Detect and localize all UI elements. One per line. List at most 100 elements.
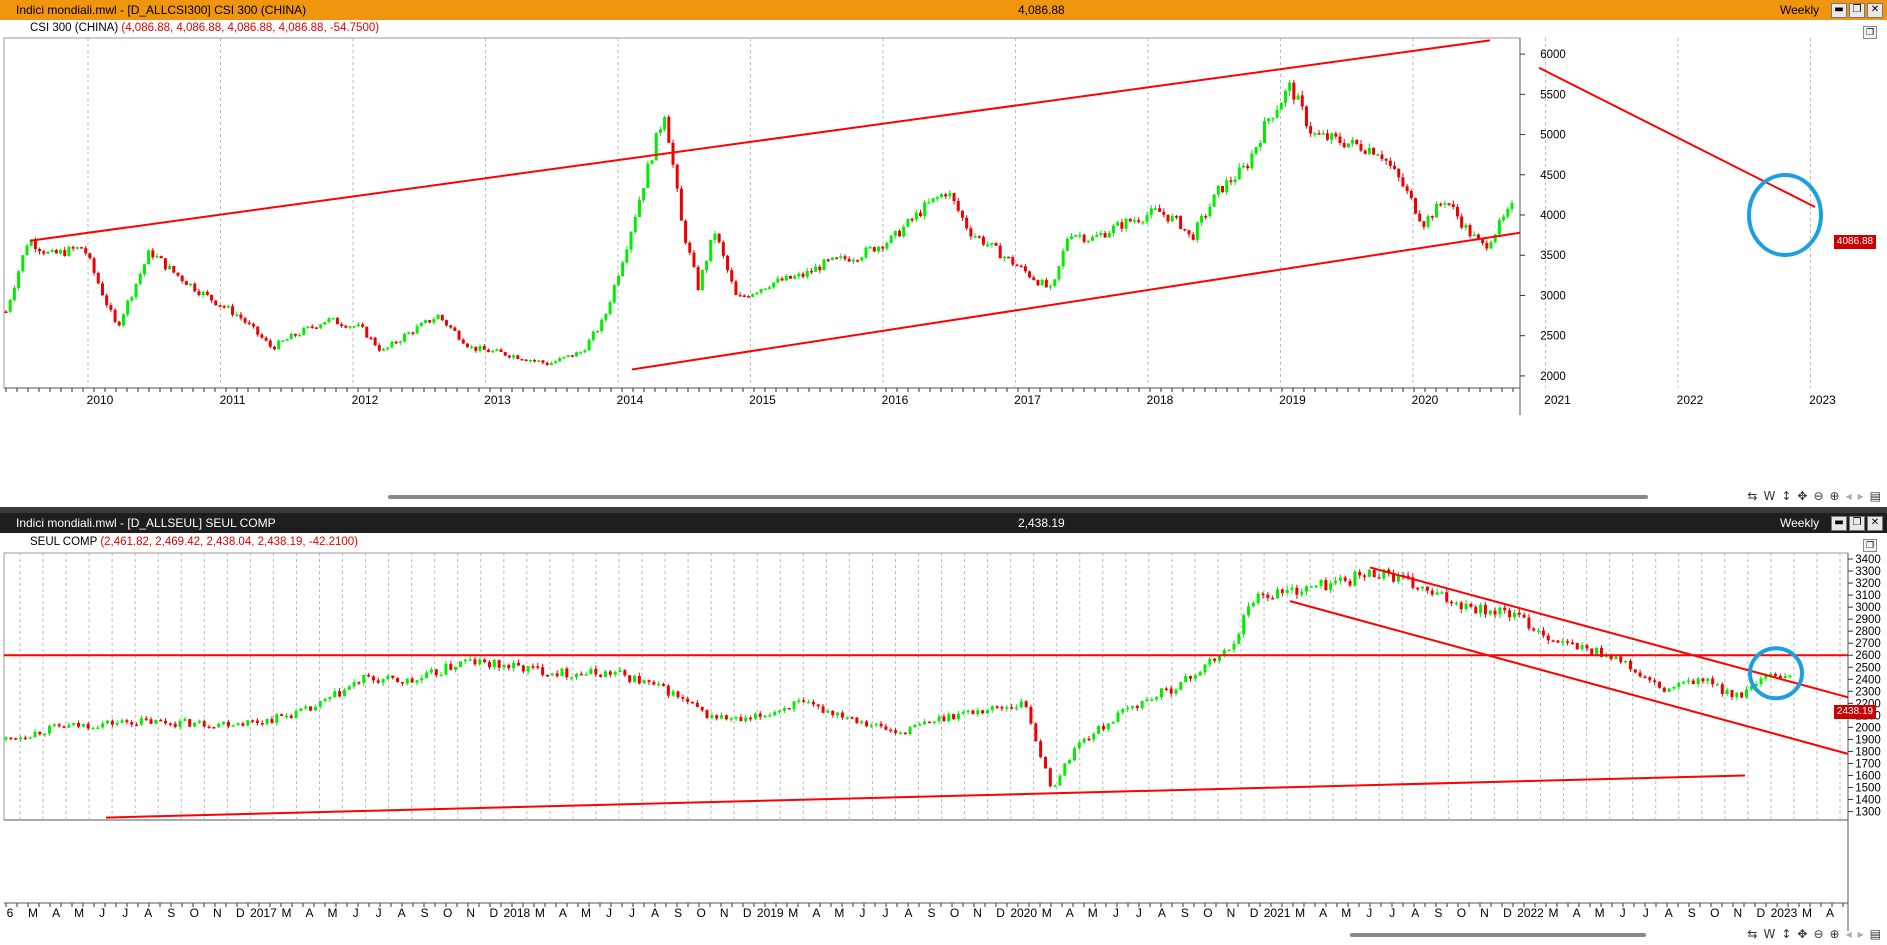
close-icon[interactable]: ✕: [1867, 3, 1883, 18]
seul-candle: [139, 718, 143, 725]
csi300-scrollbar[interactable]: [388, 495, 1648, 499]
seul-candle: [154, 719, 158, 724]
csi300-candle: [168, 265, 172, 270]
csi300-candle: [214, 300, 218, 306]
csi300-candle: [323, 322, 327, 325]
csi300-candle: [671, 142, 675, 165]
csi300-candle: [646, 163, 650, 189]
pane-restore-icon[interactable]: ❐: [1863, 539, 1877, 552]
restore-icon[interactable]: ❐: [1849, 516, 1865, 531]
csi300-candle: [109, 305, 113, 310]
seul-candle: [1116, 712, 1120, 723]
csi300-candle: [1250, 153, 1254, 169]
x-tick-label: 2021: [1544, 393, 1571, 407]
seul-candle: [860, 721, 864, 724]
seul-candle: [405, 678, 409, 684]
zoom-in-icon[interactable]: ⊕: [1829, 489, 1840, 503]
close-icon[interactable]: ✕: [1867, 516, 1883, 531]
seul-candle: [1769, 673, 1773, 677]
csi300-candle: [1455, 206, 1459, 217]
seul-candle: [1454, 602, 1458, 605]
seul-candle: [1575, 643, 1579, 650]
csi300-candle: [327, 318, 331, 323]
seul-candle: [1247, 606, 1251, 616]
seul-candle: [1184, 676, 1188, 682]
seul-candle: [942, 716, 946, 722]
csi300-candle: [344, 325, 348, 328]
seul-candle: [313, 706, 317, 711]
seul-candle: [62, 726, 66, 728]
move-icon[interactable]: ✥: [1797, 927, 1808, 941]
csi300-candle: [147, 250, 151, 265]
seul-candle: [1522, 614, 1526, 618]
csi300-candle: [516, 355, 520, 359]
csi300-candle: [461, 339, 465, 344]
x-tick-label: A: [52, 906, 60, 920]
seul-candle: [1464, 603, 1468, 609]
csi300-candle: [956, 201, 960, 211]
scroll-left-icon[interactable]: ◂: [1845, 489, 1852, 503]
x-tick-label: M: [1802, 906, 1812, 920]
vertical-scale-icon[interactable]: ↕: [1781, 927, 1792, 941]
x-tick-label: A: [1573, 906, 1581, 920]
x-tick-label: D: [996, 906, 1005, 920]
sync-icon[interactable]: ⇆: [1747, 489, 1758, 503]
csi300-candle: [1489, 242, 1493, 249]
minimize-icon[interactable]: ▬: [1831, 516, 1847, 531]
pane-restore-icon[interactable]: ❐: [1863, 26, 1877, 39]
seul-candle: [1725, 689, 1729, 694]
csi300-candle: [1405, 186, 1409, 192]
csi300-candle: [1447, 203, 1451, 205]
x-tick-label: M: [328, 906, 338, 920]
seul-candle: [845, 717, 849, 719]
csi300-candle: [1028, 271, 1032, 278]
window1-titlebar: Indici mondiali.mwl - [D_ALLCSI300] CSI …: [0, 0, 1887, 20]
csi300-candle: [1422, 221, 1426, 227]
seul-chart[interactable]: 6 M A M J J A S O N D 2017 M A M J J A S O N D 2018 M A M J J A S O N D 2…: [0, 533, 1887, 945]
seul-candle: [1087, 738, 1091, 741]
seul-candle: [570, 676, 574, 679]
seul-candle: [1237, 634, 1241, 644]
csi300-chart[interactable]: 2010 2011 2012 2013 2014 2015 2016 2017 2018 2019…: [0, 20, 1887, 507]
panel-icon[interactable]: ▤: [1869, 927, 1881, 941]
csi300-candle: [1334, 133, 1338, 137]
seul-candle: [555, 673, 559, 677]
zoom-out-icon[interactable]: ⊖: [1813, 489, 1824, 503]
csi300-candle: [486, 349, 490, 353]
seul-candle: [207, 726, 211, 729]
seul-candle: [512, 662, 516, 669]
csi300-candle: [239, 314, 243, 319]
csi300-candle: [654, 132, 658, 161]
weekly-button[interactable]: W: [1763, 489, 1776, 503]
scroll-left-icon[interactable]: ◂: [1845, 927, 1852, 941]
scroll-right-icon[interactable]: ▸: [1857, 489, 1864, 503]
zoom-in-icon[interactable]: ⊕: [1829, 927, 1840, 941]
csi300-candle: [960, 210, 964, 218]
seul-candle: [584, 674, 588, 676]
csi300-candle: [1141, 221, 1145, 224]
restore-icon[interactable]: ❐: [1849, 3, 1865, 18]
sync-icon[interactable]: ⇆: [1747, 927, 1758, 941]
seul-candle: [1068, 760, 1072, 764]
csi300-candle: [981, 236, 985, 245]
scroll-right-icon[interactable]: ▸: [1857, 927, 1864, 941]
seul-candle: [1261, 593, 1265, 596]
move-icon[interactable]: ✥: [1797, 489, 1808, 503]
vertical-scale-icon[interactable]: ↕: [1781, 489, 1792, 503]
seul-candle: [604, 671, 608, 677]
weekly-button[interactable]: W: [1763, 927, 1776, 941]
seul-candle: [1783, 675, 1787, 679]
seul-scrollbar[interactable]: [1350, 933, 1646, 937]
x-tick-label: A: [144, 906, 152, 920]
seul-candle: [43, 733, 47, 736]
x-tick-label: 2020: [1010, 906, 1037, 920]
seul-candle: [1672, 686, 1676, 689]
seul-candle: [4, 737, 8, 740]
zoom-out-icon[interactable]: ⊖: [1813, 927, 1824, 941]
panel-icon[interactable]: ▤: [1869, 489, 1881, 503]
seul-candle: [826, 710, 830, 713]
minimize-icon[interactable]: ▬: [1831, 3, 1847, 18]
seul-candle: [1005, 707, 1009, 709]
csi300-candle: [860, 257, 864, 261]
csi300-candle: [969, 228, 973, 237]
